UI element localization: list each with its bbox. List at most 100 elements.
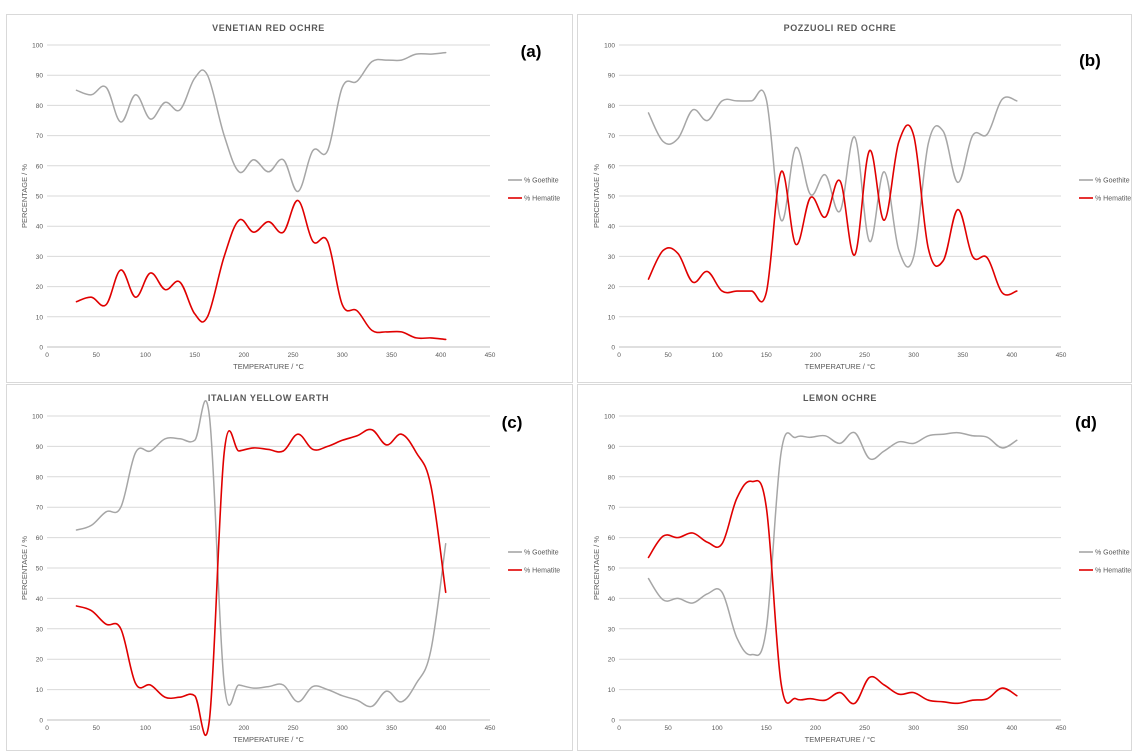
x-tick-label: 100 (712, 352, 723, 359)
x-tick-label: 0 (45, 352, 49, 359)
y-tick-label: 100 (32, 43, 43, 50)
y-tick-label: 20 (608, 657, 616, 664)
legend-label: % Goethite (1095, 178, 1130, 185)
x-tick-label: 300 (337, 352, 348, 359)
x-tick-label: 350 (386, 725, 397, 732)
y-tick-label: 80 (608, 103, 616, 110)
panel-tag: (a) (521, 42, 542, 61)
legend-label: % Goethite (524, 178, 559, 185)
series-line-hematite (75, 428, 447, 736)
chart-panel-2: 0 10 20 30 40 50 60 70 80 90 100 0 50 100 150 200 250 300… (6, 384, 573, 751)
chart-title: POZZUOLI RED OCHRE (784, 23, 897, 33)
y-tick-label: 70 (608, 505, 616, 512)
y-tick-label: 0 (39, 718, 43, 725)
y-tick-label: 80 (36, 474, 44, 481)
x-tick-label: 200 (810, 352, 821, 359)
x-tick-label: 300 (908, 725, 919, 732)
y-tick-label: 50 (36, 194, 44, 201)
x-tick-label: 0 (617, 725, 621, 732)
x-tick-label: 50 (93, 352, 101, 359)
x-tick-label: 150 (189, 725, 200, 732)
x-tick-label: 250 (859, 352, 870, 359)
legend-label: % Hematite (1095, 568, 1131, 575)
y-tick-label: 100 (604, 414, 615, 421)
y-tick-label: 40 (36, 596, 44, 603)
x-tick-label: 50 (664, 352, 672, 359)
y-tick-label: 40 (608, 224, 616, 231)
legend-label: % Hematite (1095, 196, 1131, 203)
series-line-hematite (647, 479, 1018, 705)
panel-frame (6, 14, 573, 383)
x-tick-label: 400 (1006, 725, 1017, 732)
y-tick-label: 50 (608, 566, 616, 573)
y-tick-label: 70 (36, 505, 44, 512)
x-tick-label: 100 (140, 352, 151, 359)
series-line-hematite (647, 124, 1018, 303)
x-tick-label: 200 (238, 725, 249, 732)
x-tick-label: 250 (288, 725, 299, 732)
y-tick-label: 100 (32, 414, 43, 421)
x-axis-label: TEMPERATURE / °C (805, 362, 876, 371)
y-tick-label: 100 (604, 43, 615, 50)
chart-title: VENETIAN RED OCHRE (212, 23, 325, 33)
panel-tag: (c) (502, 413, 523, 432)
x-tick-label: 350 (957, 352, 968, 359)
y-axis-label: PERCENTAGE / % (20, 536, 29, 600)
y-tick-label: 40 (608, 596, 616, 603)
chart-panel-0: 0 10 20 30 40 50 60 70 80 90 100 0 50 100 150 200 250 300… (6, 14, 573, 383)
y-tick-label: 20 (608, 284, 616, 291)
chart-panel-1: 0 10 20 30 40 50 60 70 80 90 100 0 50 100 150 200 250 300… (577, 14, 1132, 383)
x-tick-label: 250 (859, 725, 870, 732)
x-tick-label: 150 (189, 352, 200, 359)
panel-frame (577, 14, 1132, 383)
x-tick-label: 350 (957, 725, 968, 732)
y-tick-label: 60 (608, 163, 616, 170)
x-tick-label: 450 (485, 352, 496, 359)
y-tick-label: 90 (608, 73, 616, 80)
y-tick-label: 80 (36, 103, 44, 110)
y-tick-label: 10 (608, 687, 616, 694)
x-tick-label: 200 (810, 725, 821, 732)
x-axis-label: TEMPERATURE / °C (233, 362, 304, 371)
y-tick-label: 30 (36, 626, 44, 633)
y-tick-label: 30 (36, 254, 44, 261)
x-tick-label: 450 (1056, 725, 1067, 732)
x-tick-label: 350 (386, 352, 397, 359)
y-tick-label: 60 (36, 163, 44, 170)
x-axis-label: TEMPERATURE / °C (233, 735, 304, 744)
y-tick-label: 90 (36, 444, 44, 451)
series-line-goethite (647, 89, 1018, 268)
y-tick-label: 0 (611, 718, 615, 725)
series-line-goethite (647, 431, 1018, 657)
y-tick-label: 10 (608, 314, 616, 321)
x-tick-label: 100 (712, 725, 723, 732)
y-tick-label: 70 (608, 133, 616, 140)
y-tick-label: 50 (36, 566, 44, 573)
x-tick-label: 300 (908, 352, 919, 359)
y-tick-label: 90 (608, 444, 616, 451)
x-tick-label: 450 (485, 725, 496, 732)
x-tick-label: 150 (761, 725, 772, 732)
legend-label: % Hematite (524, 196, 560, 203)
series-line-goethite (75, 51, 447, 193)
y-tick-label: 30 (608, 626, 616, 633)
x-tick-label: 300 (337, 725, 348, 732)
chart-panel-3: 0 10 20 30 40 50 60 70 80 90 100 0 50 100 150 200 250 300… (577, 384, 1132, 751)
y-tick-label: 80 (608, 474, 616, 481)
series-line-hematite (75, 199, 447, 341)
x-tick-label: 450 (1056, 352, 1067, 359)
x-tick-label: 250 (288, 352, 299, 359)
y-tick-label: 60 (36, 535, 44, 542)
legend-label: % Goethite (1095, 550, 1130, 557)
y-tick-label: 50 (608, 194, 616, 201)
y-tick-label: 30 (608, 254, 616, 261)
chart-title: LEMON OCHRE (803, 393, 877, 403)
series-line-goethite (75, 400, 447, 708)
y-axis-label: PERCENTAGE / % (20, 164, 29, 228)
y-axis-label: PERCENTAGE / % (592, 536, 601, 600)
y-tick-label: 10 (36, 687, 44, 694)
x-tick-label: 400 (435, 725, 446, 732)
x-tick-label: 50 (93, 725, 101, 732)
y-tick-label: 20 (36, 657, 44, 664)
